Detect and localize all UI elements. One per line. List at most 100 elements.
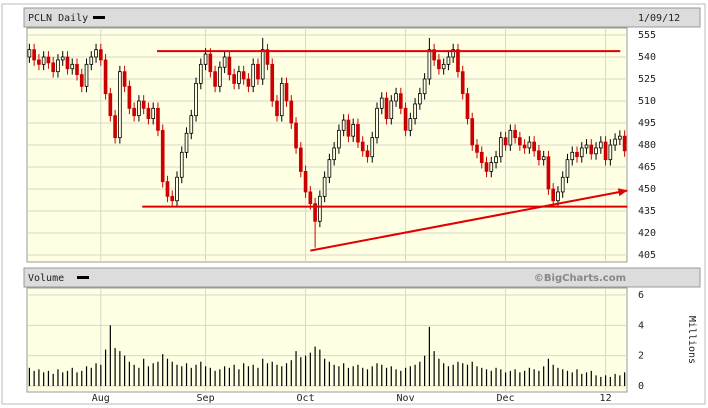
candle-body	[232, 74, 236, 84]
candle-body	[79, 74, 84, 87]
candle-body	[565, 159, 570, 178]
y-tick-label: 420	[638, 228, 656, 239]
candle-body	[427, 49, 432, 80]
candle-body	[551, 188, 556, 202]
candle-body	[460, 71, 465, 95]
y-tick-label: 555	[638, 30, 656, 41]
candle-body	[56, 59, 60, 73]
candle-body	[437, 59, 441, 70]
chart-title: PCLN Daily	[28, 13, 88, 24]
candle-body	[146, 107, 151, 120]
candle-body	[394, 93, 398, 102]
candle-body	[484, 162, 489, 172]
candle-body	[227, 56, 232, 76]
candle-body	[379, 97, 384, 109]
candle-body	[341, 119, 346, 131]
candle-body	[456, 49, 460, 73]
candle-body	[46, 56, 51, 64]
candle-body	[51, 62, 56, 73]
plot-area	[26, 287, 628, 393]
candle-body	[346, 119, 351, 137]
candle-body	[208, 53, 213, 73]
candle-body	[398, 93, 403, 109]
candle-body	[37, 59, 41, 65]
y-tick-label: 6	[638, 290, 644, 301]
candle-body	[103, 59, 108, 95]
candle-body	[441, 63, 446, 70]
candle-body	[389, 100, 394, 120]
candle-body	[251, 63, 256, 87]
y-tick-label: 465	[638, 162, 656, 173]
candle-body	[308, 191, 313, 205]
y-tick-label: 4	[638, 320, 644, 331]
candle-body	[70, 63, 75, 70]
candle-body	[41, 56, 46, 65]
candle-body	[75, 63, 79, 76]
candle-body	[213, 71, 217, 87]
candle-body	[618, 135, 622, 140]
annotation-line	[310, 189, 628, 252]
candle-body	[584, 144, 589, 149]
candle-body	[332, 147, 336, 161]
candle-body	[27, 49, 32, 58]
y-tick-label: 540	[638, 52, 656, 63]
candle-body	[579, 147, 584, 158]
candle-body	[94, 49, 98, 58]
candle-body	[175, 176, 179, 202]
candle-body	[337, 129, 341, 149]
candle-body	[246, 78, 251, 87]
candle-body	[589, 144, 594, 155]
y-tick-label: 0	[638, 381, 644, 392]
candle-body	[360, 141, 365, 152]
x-tick-label: Nov	[397, 393, 415, 404]
candle-body	[522, 144, 527, 149]
y-axis-label: Millions	[686, 316, 697, 364]
y-tick-label: 495	[638, 118, 656, 129]
candle-body	[65, 56, 70, 70]
candle-body	[303, 170, 308, 193]
candle-body	[365, 150, 370, 158]
candle-body	[141, 100, 146, 109]
candle-body	[475, 144, 479, 153]
candle-body	[570, 151, 575, 161]
candle-body	[165, 181, 170, 197]
candle-body	[132, 107, 136, 117]
candle-body	[608, 144, 613, 161]
candle-body	[289, 100, 294, 124]
candle-body	[237, 71, 241, 84]
candle-body	[189, 115, 194, 134]
candle-body	[603, 141, 608, 161]
y-tick-label: 525	[638, 74, 656, 85]
candle-body	[598, 141, 603, 149]
x-tick-label: 12	[600, 393, 612, 404]
candle-body	[356, 124, 360, 143]
candle-body	[160, 129, 165, 183]
candle-body	[89, 56, 94, 65]
candle-body	[537, 150, 541, 161]
candle-body	[351, 124, 356, 137]
candle-body	[151, 107, 156, 120]
candle-body	[118, 71, 122, 139]
candle-body	[98, 49, 103, 61]
candle-body	[222, 56, 227, 68]
candle-body	[322, 176, 327, 197]
candle-body	[518, 137, 522, 146]
candle-body	[327, 159, 332, 178]
candle-body	[432, 49, 436, 61]
candle-body	[513, 129, 517, 139]
candle-body	[275, 100, 279, 117]
candle-body	[541, 156, 546, 161]
volume-title: Volume	[28, 273, 64, 284]
candle-body	[413, 103, 417, 120]
candle-body	[546, 156, 551, 190]
x-tick-label: Sep	[197, 393, 215, 404]
candle-body	[384, 97, 389, 119]
candle-body	[370, 137, 375, 158]
candle-body	[503, 137, 508, 146]
candle-body	[508, 129, 513, 146]
candle-body	[127, 85, 132, 109]
candle-body	[556, 191, 560, 202]
candle-body	[156, 107, 160, 131]
candle-body	[265, 49, 270, 65]
